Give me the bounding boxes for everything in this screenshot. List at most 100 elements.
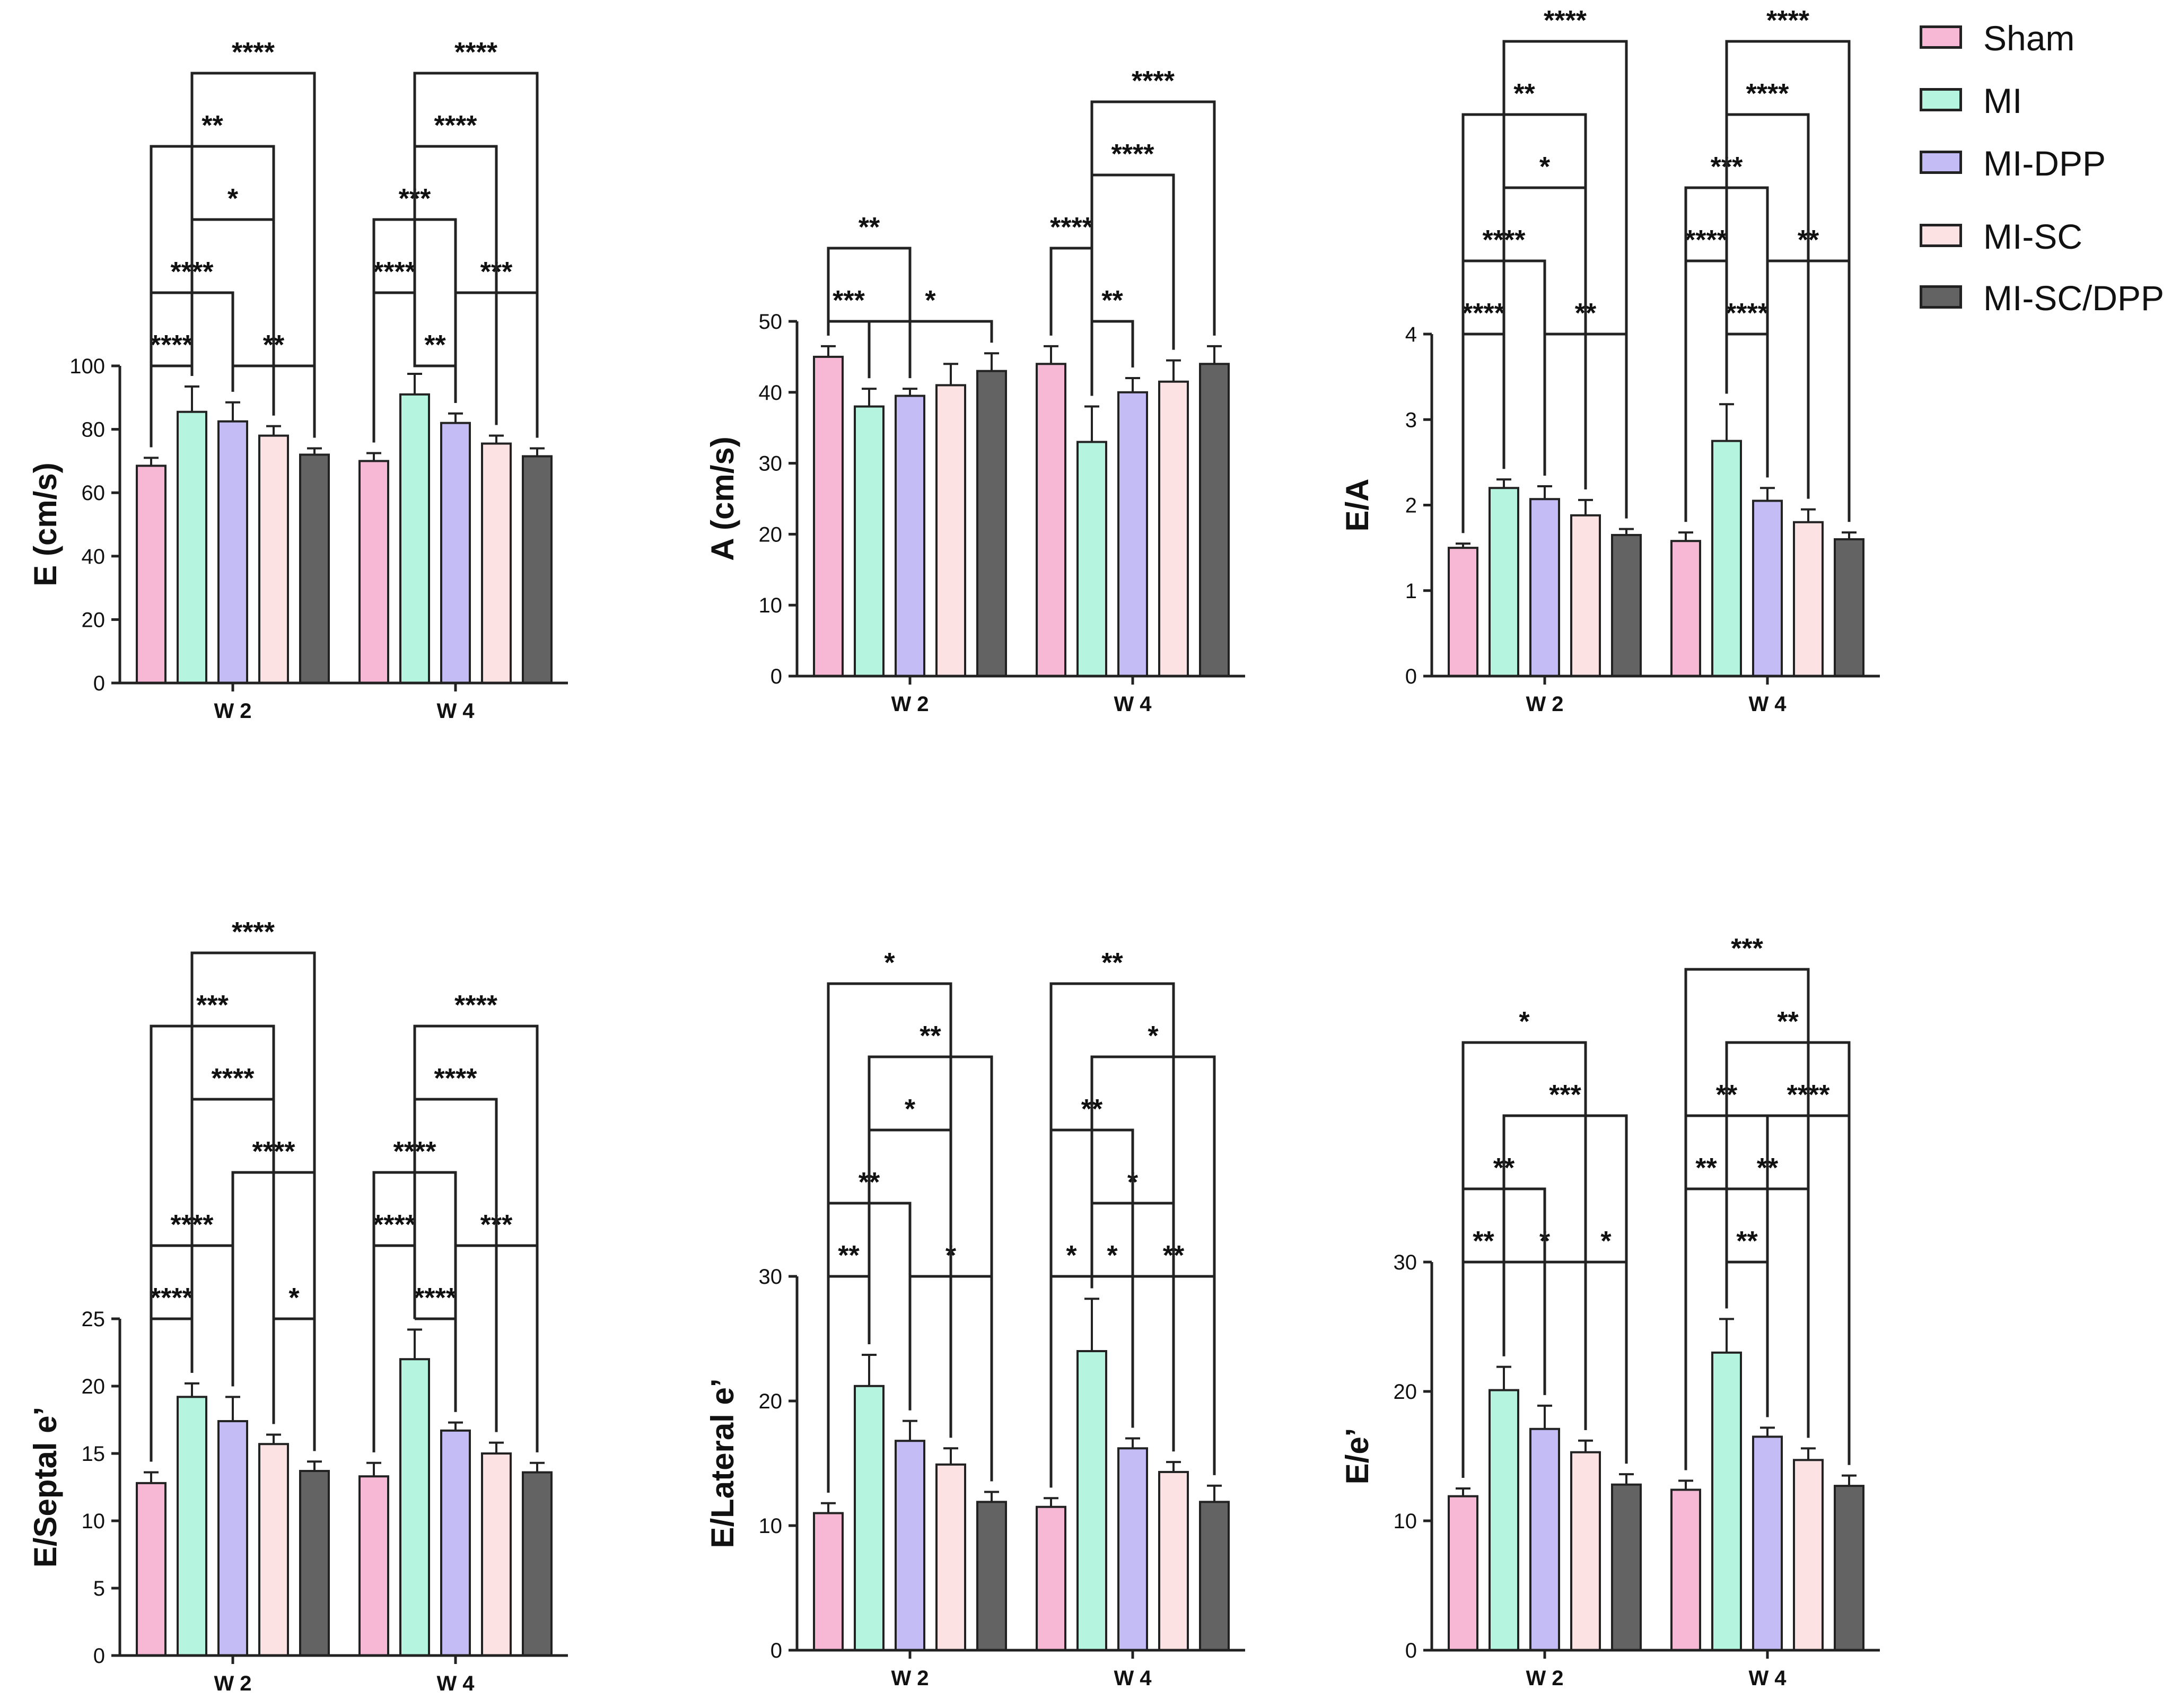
bar-mi-sc-w2 (258, 1443, 289, 1657)
significance-label: *** (196, 990, 229, 1021)
significance-label: **** (414, 1283, 457, 1313)
significance-bracket (1502, 40, 1628, 519)
y-axis-title: E (cm/s) (28, 462, 63, 586)
y-tick-label: 0 (93, 672, 105, 695)
y-tick-label: 50 (759, 310, 783, 334)
significance-bracket (272, 1317, 316, 1451)
bar-mi-dpp-w2 (895, 1440, 925, 1651)
significance-label: **** (454, 990, 498, 1021)
y-tick-label: 60 (82, 481, 106, 505)
bar-mi-sc-w2 (935, 1463, 966, 1652)
x-tick-label: W 4 (436, 699, 475, 723)
significance-bracket (1090, 100, 1216, 396)
significance-label: **** (150, 330, 194, 361)
significance-label: ** (1101, 948, 1123, 978)
y-tick-label: 100 (69, 355, 105, 378)
significance-label: * (884, 948, 895, 978)
bar-mi-sc-dpp-w4 (1199, 363, 1230, 677)
significance-label: * (1148, 1021, 1159, 1052)
bar-mi-dpp-w4 (440, 422, 471, 684)
legend-label-mi-sc-dpp: MI-SC/DPP (1983, 278, 2165, 318)
bar-mi-dpp-w4 (1117, 1447, 1148, 1652)
significance-bracket (1049, 982, 1175, 1488)
significance-label: * (1519, 1006, 1530, 1037)
significance-label: **** (373, 257, 416, 287)
bar-mi-sc-w4 (1158, 380, 1189, 677)
bar-mi-w2 (854, 405, 885, 677)
legend-item-mi: MI (1909, 78, 2174, 121)
significance-label: * (1539, 152, 1551, 182)
significance-label: **** (1050, 212, 1093, 243)
bar-mi-sc-w4 (481, 442, 512, 684)
significance-label: ** (1736, 1226, 1758, 1257)
bar-mi-dpp-w2 (1529, 498, 1560, 678)
significance-label: **** (1726, 298, 1769, 329)
bar-mi-sc-dpp-w4 (522, 1471, 553, 1657)
legend: Sham MI MI-DPP MI-SC MI-SC/DPP (1909, 16, 2174, 334)
significance-label: ** (1101, 285, 1123, 316)
legend-item-mi-sc: MI-SC (1909, 214, 2174, 257)
significance-bracket (1502, 1114, 1628, 1464)
significance-label: **** (1462, 298, 1505, 329)
significance-bracket (868, 1055, 993, 1482)
bar-mi-w4 (1076, 1350, 1107, 1651)
y-tick-label: 20 (82, 608, 106, 632)
legend-swatch-mi-dpp (1920, 151, 1962, 174)
legend-item-sham: Sham (1909, 16, 2174, 58)
y-tick-label: 3 (1405, 408, 1417, 432)
y-tick-label: 30 (1394, 1251, 1417, 1274)
legend-swatch-mi-sc (1920, 224, 1962, 247)
legend-label-mi-sc: MI-SC (1983, 217, 2082, 256)
significance-label: **** (434, 1063, 478, 1094)
bar-mi-dpp-w2 (1529, 1427, 1560, 1651)
legend-item-mi-sc-dpp: MI-SC/DPP (1909, 276, 2174, 318)
x-tick-label: W 2 (214, 1672, 251, 1695)
x-tick-label: W 4 (1748, 1667, 1787, 1690)
x-tick-label: W 4 (1114, 1667, 1152, 1690)
bar-mi-sc-dpp-w4 (1834, 538, 1864, 677)
bar-mi-dpp-w4 (440, 1429, 471, 1657)
y-tick-label: 10 (759, 594, 783, 617)
y-tick-label: 0 (771, 665, 782, 688)
y-tick-label: 20 (1394, 1380, 1417, 1404)
bar-mi-sc-dpp-w4 (1834, 1485, 1864, 1652)
significance-bracket (1584, 1260, 1628, 1464)
significance-label: **** (434, 110, 478, 141)
x-tick-label: W 2 (1526, 1667, 1563, 1690)
y-tick-label: 40 (759, 381, 783, 405)
significance-bracket (1461, 1041, 1587, 1478)
bar-sham-w4 (1670, 540, 1701, 677)
y-axis-title: E/A (1339, 478, 1375, 531)
significance-label: **** (1685, 225, 1728, 256)
significance-bracket (1684, 968, 1810, 1470)
legend-label-mi-dpp: MI-DPP (1983, 144, 2106, 183)
significance-label: * (1600, 1226, 1612, 1257)
significance-label: * (288, 1283, 300, 1313)
significance-label: **** (373, 1210, 416, 1240)
significance-label: **** (454, 37, 498, 68)
bar-mi-dpp-w2 (895, 395, 925, 677)
significance-bracket (150, 145, 275, 448)
bar-mi-w4 (399, 393, 430, 684)
x-tick-label: W 4 (1114, 693, 1152, 716)
bar-sham-w4 (358, 1475, 389, 1657)
significance-bracket (150, 1024, 275, 1462)
y-tick-label: 20 (759, 1390, 783, 1413)
significance-bracket (868, 320, 993, 379)
significance-bracket (413, 1024, 539, 1452)
bar-mi-sc-w4 (1158, 1470, 1189, 1651)
y-tick-label: 40 (82, 545, 106, 568)
significance-bracket (190, 951, 316, 1451)
legend-swatch-sham (1920, 25, 1962, 49)
bar-mi-sc-w2 (258, 434, 289, 684)
bar-mi-sc-w2 (935, 384, 966, 677)
significance-label: **** (1132, 66, 1175, 97)
significance-label: ** (838, 1240, 860, 1271)
bar-mi-w2 (177, 410, 207, 685)
bar-sham-w4 (1036, 363, 1066, 677)
significance-bracket (1090, 320, 1134, 396)
y-tick-label: 1 (1405, 580, 1417, 603)
significance-bracket (413, 72, 539, 438)
